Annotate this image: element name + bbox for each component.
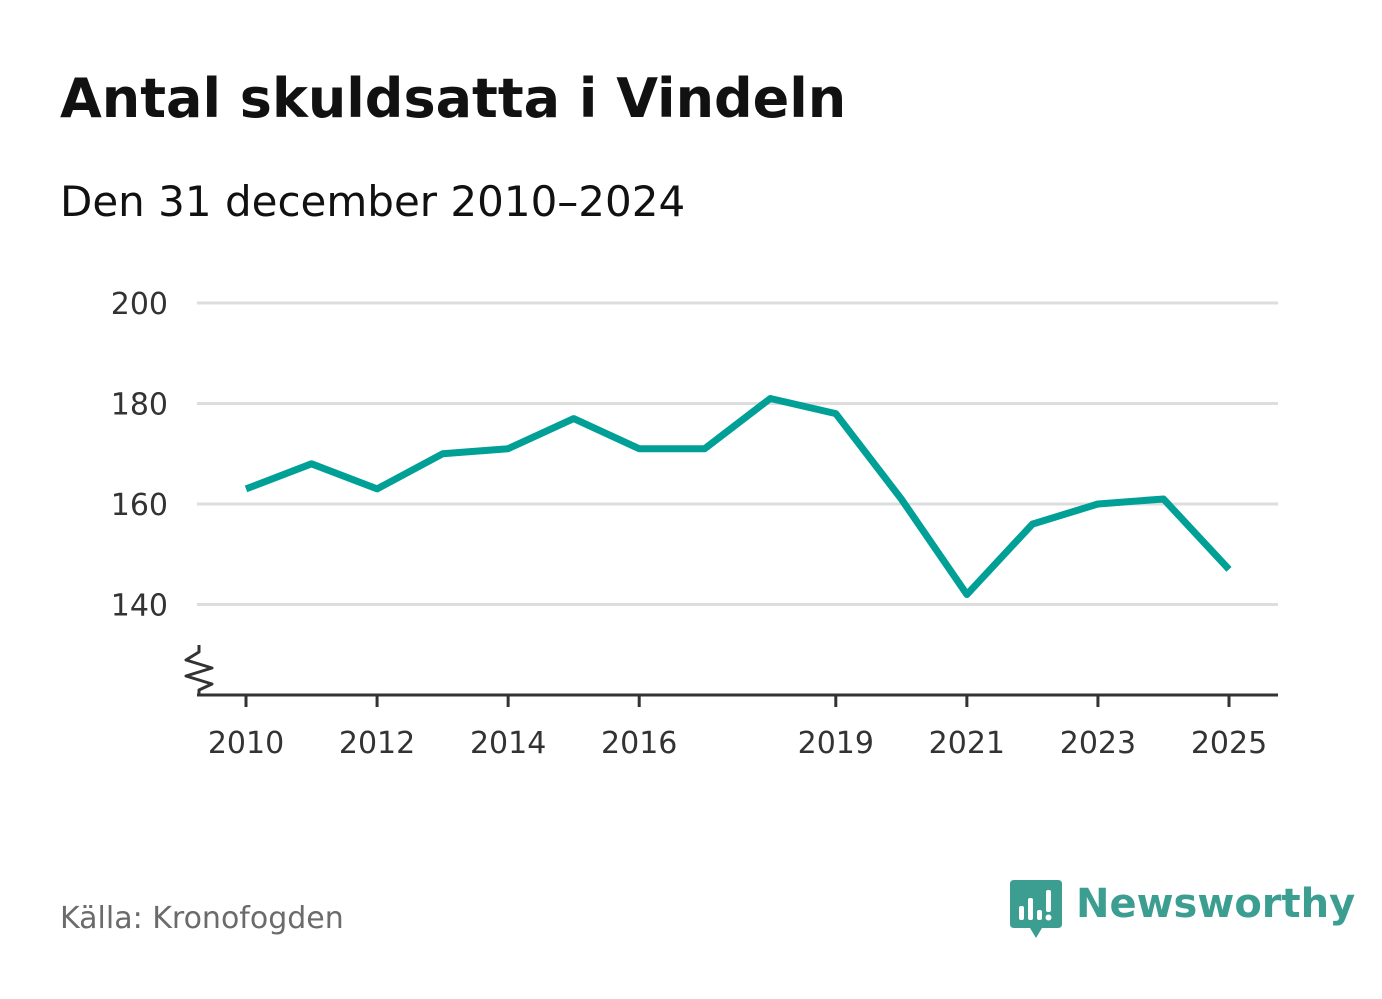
data-point xyxy=(1093,499,1103,509)
y-axis-break xyxy=(184,645,214,695)
data-point xyxy=(700,444,710,454)
x-tick-label: 2021 xyxy=(929,726,1005,761)
data-point xyxy=(503,444,513,454)
data-point xyxy=(1158,494,1168,504)
series-layer xyxy=(241,393,1234,599)
bar-chart-icon xyxy=(1010,880,1062,938)
x-tick-label: 2012 xyxy=(339,726,415,761)
x-tick-label: 2010 xyxy=(208,726,284,761)
data-point xyxy=(831,409,841,419)
x-tick-label: 2025 xyxy=(1191,726,1267,761)
y-tick-label: 180 xyxy=(111,388,168,423)
x-tick-label: 2019 xyxy=(798,726,874,761)
data-point xyxy=(1027,519,1037,529)
y-tick-label: 140 xyxy=(111,589,168,624)
series-line xyxy=(244,395,1232,598)
data-point xyxy=(962,589,972,599)
axis-layer xyxy=(184,645,1278,707)
data-point xyxy=(765,393,775,403)
source-note: Källa: Kronofogden xyxy=(60,901,344,936)
chart-title: Antal skuldsatta i Vindeln xyxy=(60,67,847,130)
grid-layer xyxy=(197,301,1278,607)
data-point xyxy=(307,459,317,469)
chart-subtitle: Den 31 december 2010–2024 xyxy=(60,177,686,226)
brand-name: Newsworthy xyxy=(1076,881,1356,927)
x-tick-label: 2016 xyxy=(601,726,677,761)
x-tick-label: 2014 xyxy=(470,726,546,761)
y-tick-label: 160 xyxy=(111,488,168,523)
y-tick-label: 200 xyxy=(111,287,168,322)
newsworthy-logo: Newsworthy xyxy=(1010,876,1355,940)
data-point xyxy=(896,494,906,504)
label-layer: 140 160 180 200 2010 2012 2014 2016 2019 2021 2023… xyxy=(111,287,1267,761)
data-point xyxy=(1224,564,1234,574)
x-tick-label: 2023 xyxy=(1060,726,1136,761)
data-point xyxy=(569,414,579,424)
data-point xyxy=(438,449,448,459)
data-point xyxy=(372,484,382,494)
data-point xyxy=(634,444,644,454)
data-point xyxy=(241,484,251,494)
